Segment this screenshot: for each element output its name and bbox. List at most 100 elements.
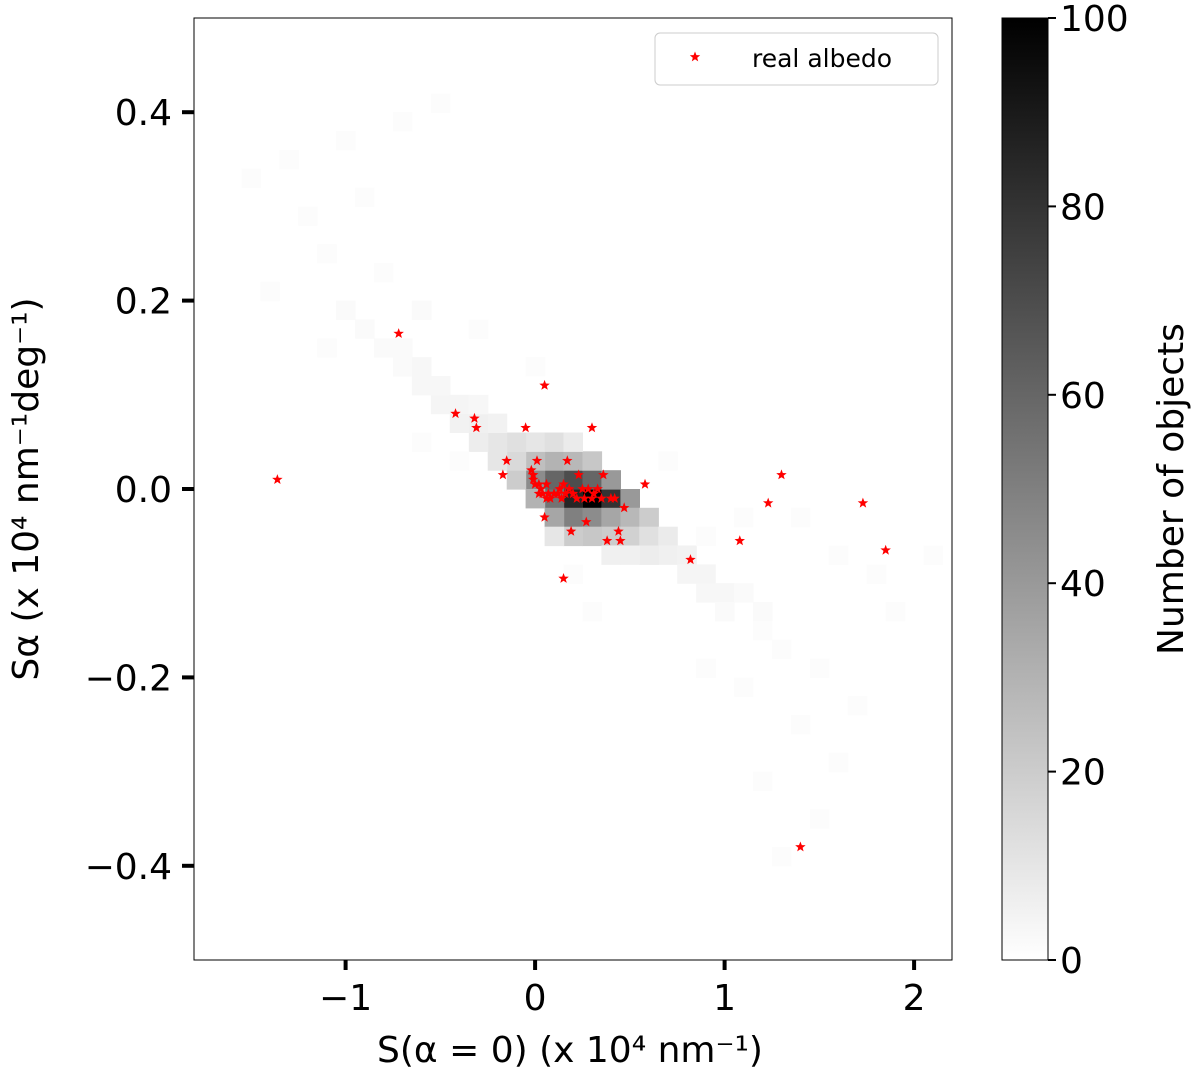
histogram-bin (487, 432, 508, 452)
histogram-bin (411, 300, 432, 320)
histogram-bin (620, 526, 640, 547)
histogram-bin (563, 564, 583, 584)
x-tick-label: −1 (319, 978, 372, 1019)
histogram-bin (506, 470, 527, 490)
histogram-bin (582, 451, 603, 471)
histogram-bin (468, 394, 489, 415)
histogram-bin (601, 470, 621, 490)
histogram-bins (241, 93, 944, 867)
real-albedo-marker (613, 525, 624, 536)
real-albedo-marker (567, 488, 579, 499)
histogram-bin (809, 658, 830, 678)
real-albedo-marker (526, 464, 537, 475)
real-albedo-marker (577, 483, 588, 494)
histogram-bin (620, 507, 640, 528)
real-albedo-marker (539, 379, 550, 390)
real-albedo-marker (471, 422, 482, 433)
histogram-bin (772, 639, 792, 660)
real-albedo-marker (469, 412, 480, 423)
histogram-bin (696, 564, 716, 584)
real-albedo-marker (533, 478, 545, 489)
real-albedo-marker (763, 497, 774, 508)
real-albedo-marker (571, 492, 582, 503)
real-albedo-marker (596, 492, 607, 503)
legend-marker (689, 51, 701, 62)
real-albedo-marker (565, 525, 577, 536)
real-albedo-marker (639, 478, 651, 489)
scatter-markers (272, 328, 891, 852)
colorbar-ticks: 0 20 40 60 80 100 (1048, 0, 1129, 982)
histogram-bin (544, 451, 565, 471)
y-tick-label: 0.2 (115, 282, 172, 323)
real-albedo-marker (609, 492, 620, 503)
histogram-bin (772, 847, 792, 867)
colorbar-tick-label: 0 (1060, 941, 1083, 982)
colorbar-tick-label: 20 (1060, 753, 1106, 794)
real-albedo-marker (586, 492, 598, 503)
real-albedo-marker (539, 511, 550, 522)
real-albedo-marker (795, 841, 806, 852)
histogram-bin (696, 658, 716, 678)
real-albedo-marker (601, 535, 613, 546)
histogram-bin (677, 564, 697, 584)
real-albedo-marker (548, 488, 560, 499)
legend-label: real albedo (752, 44, 892, 73)
histogram-bin (317, 338, 337, 358)
real-albedo-marker (880, 544, 891, 555)
histogram-bin (393, 338, 413, 358)
colorbar-label: Number of objects (1151, 323, 1192, 655)
real-albedo-marker (579, 492, 590, 503)
histogram-bin (734, 583, 754, 603)
histogram-bin (790, 715, 811, 735)
real-albedo-marker (552, 488, 564, 499)
histogram-bin (506, 432, 527, 452)
real-albedo-marker (537, 488, 548, 499)
histogram-bin (506, 451, 527, 471)
legend: real albedo (654, 32, 939, 86)
x-tick-label: 1 (713, 978, 736, 1019)
histogram-bin (696, 526, 716, 547)
histogram-bin (658, 545, 678, 565)
real-albedo-marker (541, 478, 552, 489)
histogram-bin (411, 432, 432, 452)
real-albedo-marker (560, 488, 571, 499)
real-albedo-marker (541, 492, 552, 503)
colorbar-tick-label: 40 (1060, 564, 1106, 605)
histogram-bin (753, 602, 773, 622)
histogram-bin (866, 564, 887, 584)
histogram-bin (544, 526, 565, 547)
histogram-bin (563, 507, 583, 528)
histogram-bin (582, 526, 603, 547)
real-albedo-marker (558, 573, 569, 583)
histogram-bin (487, 451, 508, 471)
real-albedo-marker (558, 478, 569, 489)
histogram-bin (525, 432, 546, 452)
histogram-bin (544, 507, 565, 528)
x-tick-label: 2 (903, 978, 926, 1019)
real-albedo-marker (529, 478, 541, 489)
real-albedo-marker (586, 422, 598, 433)
histogram-bin (620, 489, 640, 509)
histogram-bin (563, 451, 583, 471)
histogram-bin (449, 451, 470, 471)
real-albedo-marker (535, 483, 546, 494)
histogram-bin (753, 771, 773, 791)
histogram-bin (279, 149, 299, 170)
real-albedo-marker (605, 492, 617, 503)
histogram-bin (544, 432, 565, 452)
x-tick-label: 0 (524, 978, 547, 1019)
histogram-bin (525, 357, 546, 377)
histogram-bin (430, 93, 451, 113)
histogram-bin (601, 507, 621, 528)
colorbar-gradient (1001, 17, 1049, 961)
colorbar-tick-label: 60 (1060, 376, 1106, 417)
histogram-bin (601, 545, 621, 565)
histogram-bin (317, 244, 337, 264)
histogram-bin (374, 262, 394, 283)
real-albedo-marker (734, 535, 745, 546)
real-albedo-marker (272, 474, 283, 484)
histogram-bin (885, 602, 906, 622)
real-albedo-marker (393, 328, 404, 338)
histogram-bin (411, 357, 432, 377)
